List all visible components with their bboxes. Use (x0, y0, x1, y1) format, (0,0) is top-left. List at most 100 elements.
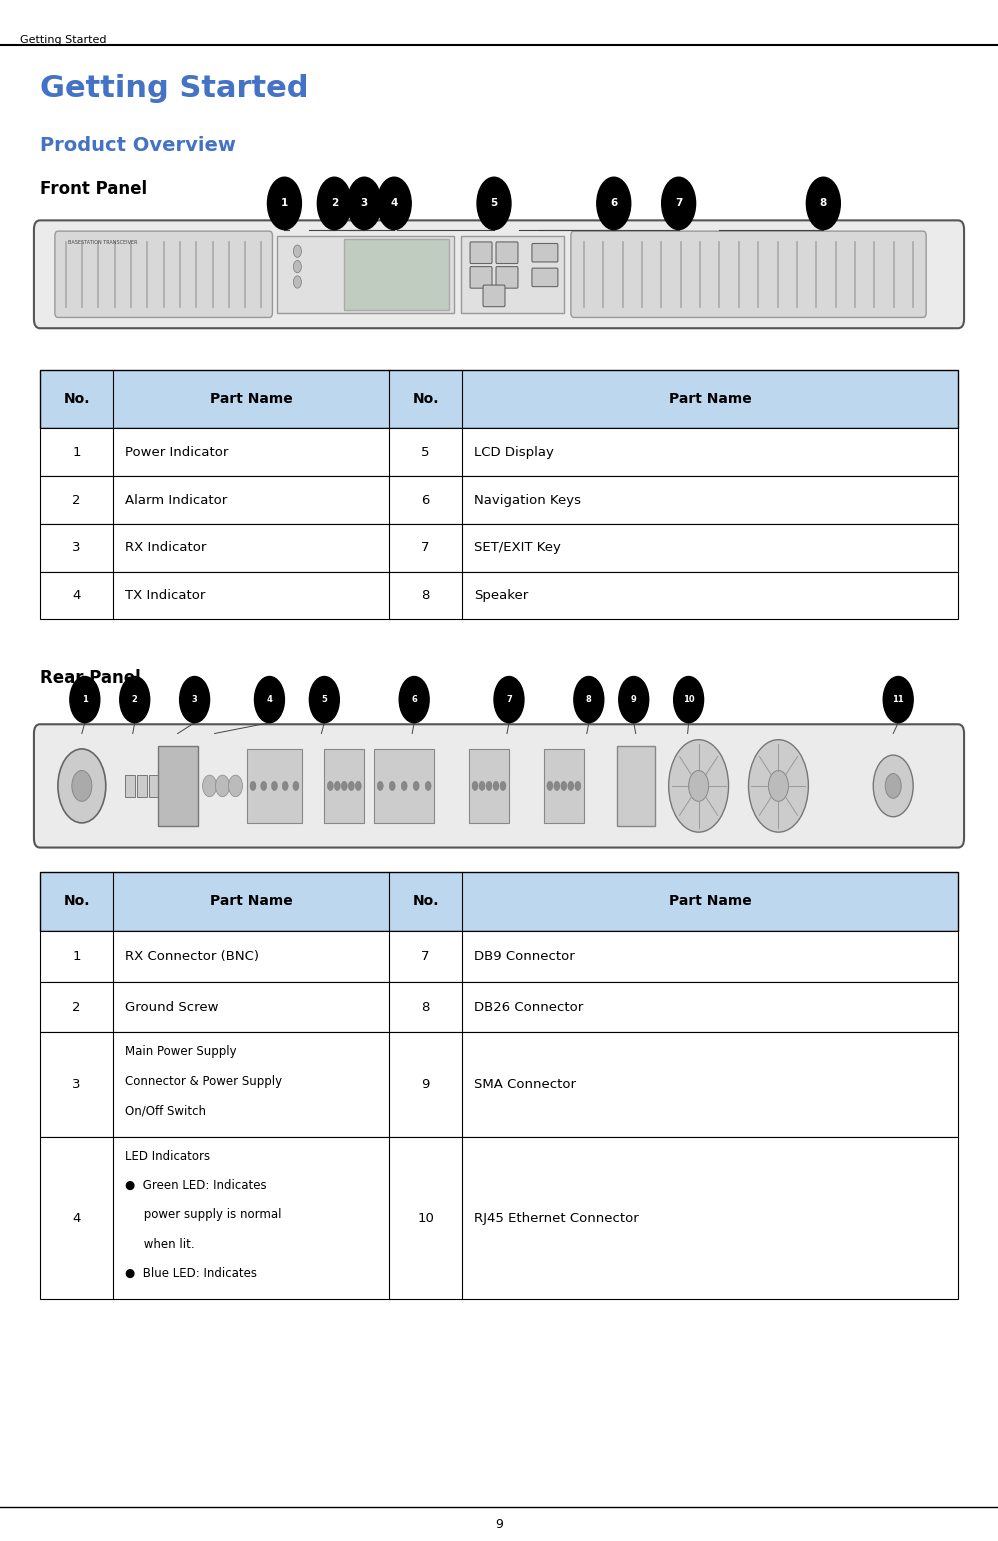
Text: 8: 8 (819, 199, 827, 208)
Circle shape (479, 781, 485, 791)
Bar (149, 775, 159, 797)
Circle shape (267, 177, 301, 230)
Circle shape (413, 781, 419, 791)
Text: No.: No. (64, 391, 90, 407)
Text: 4: 4 (73, 589, 81, 603)
Text: Alarm Indicator: Alarm Indicator (126, 493, 228, 507)
Bar (324, 749, 364, 823)
Text: 7: 7 (506, 695, 512, 704)
Circle shape (768, 770, 788, 801)
Circle shape (425, 781, 431, 791)
Text: Main Power Supply: Main Power Supply (126, 1045, 237, 1057)
Circle shape (669, 740, 729, 832)
Circle shape (472, 781, 478, 791)
Text: LCD Display: LCD Display (474, 445, 554, 459)
Text: RX Indicator: RX Indicator (126, 541, 207, 555)
Circle shape (271, 781, 277, 791)
FancyBboxPatch shape (532, 268, 558, 287)
Bar (158, 746, 198, 826)
Bar (544, 749, 584, 823)
Circle shape (554, 781, 560, 791)
Text: 11: 11 (892, 695, 904, 704)
Bar (40, 1137, 958, 1299)
FancyBboxPatch shape (532, 243, 558, 262)
Text: BASESTATION TRANSCEIVER: BASESTATION TRANSCEIVER (68, 240, 138, 245)
Circle shape (377, 177, 411, 230)
Text: Power Indicator: Power Indicator (126, 445, 229, 459)
Bar (40, 370, 958, 428)
Circle shape (293, 245, 301, 257)
Bar (40, 982, 958, 1032)
Text: RX Connector (BNC): RX Connector (BNC) (126, 949, 259, 963)
Circle shape (120, 676, 150, 723)
FancyBboxPatch shape (34, 724, 964, 848)
Text: 9: 9 (421, 1079, 430, 1091)
Text: 1: 1 (280, 199, 288, 208)
Circle shape (260, 781, 266, 791)
Text: No.: No. (64, 894, 90, 909)
Circle shape (401, 781, 407, 791)
Text: Connector & Power Supply: Connector & Power Supply (126, 1074, 282, 1088)
FancyBboxPatch shape (470, 267, 492, 288)
Text: 10: 10 (417, 1211, 434, 1225)
Text: Part Name: Part Name (210, 894, 292, 909)
Circle shape (254, 676, 284, 723)
Text: 1: 1 (82, 695, 88, 704)
Bar (40, 931, 958, 982)
Bar (40, 572, 958, 619)
Text: 6: 6 (411, 695, 417, 704)
Text: Part Name: Part Name (669, 391, 751, 407)
Text: power supply is normal: power supply is normal (126, 1208, 281, 1222)
Text: Speaker: Speaker (474, 589, 529, 603)
Bar (374, 749, 434, 823)
Text: SMA Connector: SMA Connector (474, 1079, 576, 1091)
Text: 4: 4 (73, 1211, 81, 1225)
Text: TX Indicator: TX Indicator (126, 589, 206, 603)
Text: 8: 8 (421, 589, 430, 603)
Text: 6: 6 (421, 493, 430, 507)
Bar (40, 428, 958, 476)
Bar (137, 775, 147, 797)
Text: No.: No. (412, 391, 439, 407)
Circle shape (486, 781, 492, 791)
Circle shape (674, 676, 704, 723)
Text: Front Panel: Front Panel (40, 180, 147, 199)
Text: 3: 3 (360, 199, 368, 208)
Text: ●  Blue LED: Indicates: ● Blue LED: Indicates (126, 1267, 257, 1281)
Circle shape (292, 781, 299, 791)
Text: 3: 3 (73, 541, 81, 555)
Circle shape (873, 755, 913, 817)
Text: 2: 2 (73, 493, 81, 507)
FancyBboxPatch shape (470, 242, 492, 264)
Text: 3: 3 (73, 1079, 81, 1091)
Text: 5: 5 (321, 695, 327, 704)
Bar (469, 749, 509, 823)
Text: 4: 4 (266, 695, 272, 704)
Text: No.: No. (412, 894, 439, 909)
Circle shape (282, 781, 288, 791)
Text: DB9 Connector: DB9 Connector (474, 949, 575, 963)
Circle shape (293, 276, 301, 288)
Circle shape (493, 781, 499, 791)
Circle shape (597, 177, 631, 230)
Circle shape (341, 781, 347, 791)
Text: RJ45 Ethernet Connector: RJ45 Ethernet Connector (474, 1211, 639, 1225)
Circle shape (885, 774, 901, 798)
Text: 7: 7 (421, 949, 430, 963)
Text: 4: 4 (390, 199, 398, 208)
Text: Navigation Keys: Navigation Keys (474, 493, 581, 507)
Circle shape (180, 676, 210, 723)
Circle shape (309, 676, 339, 723)
Bar (277, 236, 454, 313)
Circle shape (574, 676, 604, 723)
Circle shape (58, 749, 106, 823)
Text: 1: 1 (73, 949, 81, 963)
Text: Rear Panel: Rear Panel (40, 669, 141, 687)
Circle shape (806, 177, 840, 230)
Text: Part Name: Part Name (210, 391, 292, 407)
Text: 10: 10 (683, 695, 695, 704)
Circle shape (229, 775, 243, 797)
Text: Product Overview: Product Overview (40, 136, 236, 154)
Circle shape (348, 781, 354, 791)
Circle shape (377, 781, 383, 791)
